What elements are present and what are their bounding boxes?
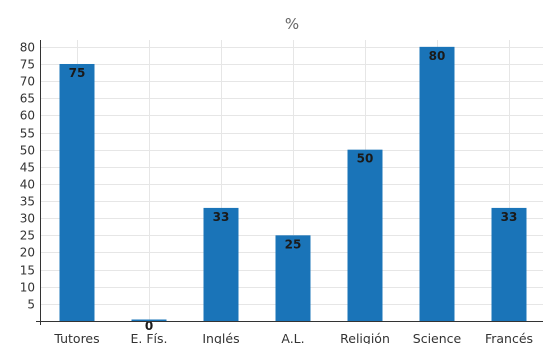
bar-value-label: 50 [357,152,374,166]
y-tick-label: 65 [20,92,35,106]
y-tick-label: 80 [20,41,35,55]
y-tick-label: 75 [20,58,35,72]
bar-value-label: 80 [429,49,446,63]
y-axis: 5 10 15 20 25 30 35 40 45 50 55 60 65 70 75 80 [20,40,41,325]
bar-value-label: 0 [145,319,153,333]
bar-value-label: 33 [213,210,230,224]
bars [59,46,527,322]
x-tick-label: Inglés [202,331,239,344]
y-tick-label: 15 [20,264,35,278]
x-tick-label: Tutores [53,331,99,344]
y-tick-label: 5 [27,298,35,312]
chart-title: % [285,15,299,33]
x-axis: Tutores E. Fís. Inglés A.L. Religión Science F… [36,321,543,344]
x-tick-label: Religión [340,331,390,344]
data-labels: 75 0 33 25 50 80 33 [69,49,518,333]
y-tick-label: 50 [20,144,35,158]
x-tick-label: Francés [485,331,533,344]
bar-value-label: 75 [69,66,86,80]
y-tick-label: 20 [20,246,35,260]
bar-value-label: 25 [285,237,302,251]
y-tick-label: 40 [20,178,35,192]
bar [419,46,455,321]
y-tick-label: 70 [20,75,35,89]
y-tick-label: 30 [20,212,35,226]
bar [275,235,311,321]
bar [347,149,383,321]
bar [131,319,167,321]
x-tick-label: E. Fís. [131,331,168,344]
bar [203,207,239,321]
bar [59,63,95,322]
y-tick-label: 10 [20,281,35,295]
x-tick-label: A.L. [281,331,304,344]
y-tick-label: 45 [20,161,35,175]
bar-value-label: 33 [501,210,518,224]
y-tick-label: 60 [20,109,35,123]
y-tick-label: 35 [20,195,35,209]
x-tick-label: Science [413,331,462,344]
y-tick-label: 55 [20,127,35,141]
y-tick-label: 25 [20,229,35,243]
bar [491,207,527,321]
